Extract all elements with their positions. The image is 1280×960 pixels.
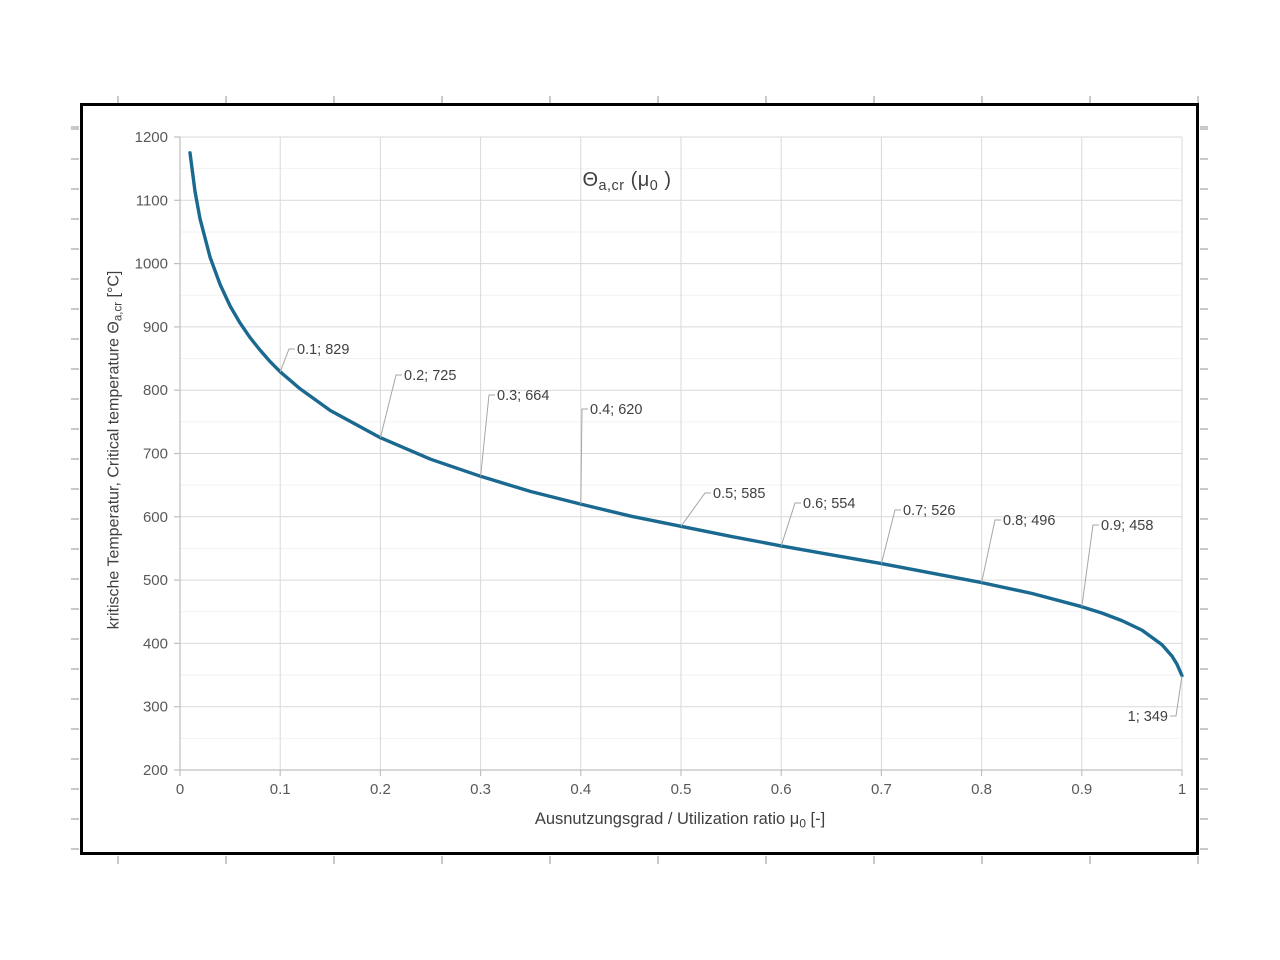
data-label-leader-line [1081,524,1099,607]
data-label: 1; 349 [1128,709,1168,725]
x-tick-label: 0.9 [1071,781,1092,798]
x-tick-label: 0.6 [771,781,792,798]
y-axis-title: kritische Temperatur, Critical temperatu… [105,270,125,630]
x-tick-label: 0.8 [971,781,992,798]
chart-title: Θa,cr (μ0 ) [497,169,757,194]
y-tick-label: 300 [143,699,168,716]
data-label-leader-line [480,394,495,477]
chart-title-theta-sub: a,cr [598,178,625,195]
data-label-leader-line [880,509,901,564]
spreadsheet-gridline-stubs-bottom [80,856,1199,864]
x-tick-label: 0.4 [570,781,591,798]
data-label-leader-line [1170,675,1183,717]
y-tick-label: 500 [143,572,168,589]
data-label-leader-line [780,502,801,547]
data-label: 0.3; 664 [497,388,549,404]
x-tick-label: 0.3 [470,781,491,798]
data-label: 0.5; 585 [713,486,765,502]
x-tick-label: 0 [176,781,184,798]
y-tick-label: 200 [143,762,168,779]
spreadsheet-gridline-stubs-left [71,103,79,855]
data-label: 0.7; 526 [903,503,955,519]
x-tick-label: 0.7 [871,781,892,798]
y-tick-label: 900 [143,319,168,336]
y-tick-label: 1000 [135,256,168,273]
chart-frame: 0 0.1 0.2 0.3 0.4 0.5 0.6 0.7 0.8 0.9 1 200 300 400 50… [80,103,1199,855]
data-label: 0.1; 829 [297,342,349,358]
chart-title-mu: (μ [624,169,650,191]
y-tick-label: 700 [143,446,168,463]
y-tick-label: 1100 [136,192,168,209]
data-label: 0.6; 554 [803,496,855,512]
spreadsheet-gridline-stubs-top [80,96,1199,104]
chart-title-mu-sub: 0 [649,178,659,195]
data-label-leader-line [279,348,295,373]
x-tick-label: 0.1 [270,781,291,798]
data-label: 0.8; 496 [1003,513,1055,529]
x-tick-label: 1 [1178,781,1186,798]
y-tick-label: 1200 [135,129,168,146]
y-tick-label: 800 [143,382,168,399]
data-label: 0.4; 620 [590,402,642,418]
critical-temperature-curve [188,151,1184,678]
chart-title-close: ) [658,169,672,191]
x-tick-label: 0.5 [671,781,692,798]
chart-canvas: 0 0.1 0.2 0.3 0.4 0.5 0.6 0.7 0.8 0.9 120030040050… [135,129,1187,798]
chart-title-theta: Θ [582,169,599,191]
y-tick-label: 400 [143,635,168,652]
data-label-leader-line [580,408,588,505]
data-label-leader-line [981,519,1001,583]
data-label: 0.2; 725 [404,368,456,384]
x-tick-label: 0.2 [370,781,391,798]
data-label-leader-line [680,492,711,527]
x-axis-title: Ausnutzungsgrad / Utilization ratio μ0 [… [534,810,826,831]
spreadsheet-gridline-stubs-right [1200,103,1208,855]
data-label-leader-line [379,374,402,438]
data-label: 0.9; 458 [1101,518,1153,534]
y-tick-label: 600 [143,509,168,526]
